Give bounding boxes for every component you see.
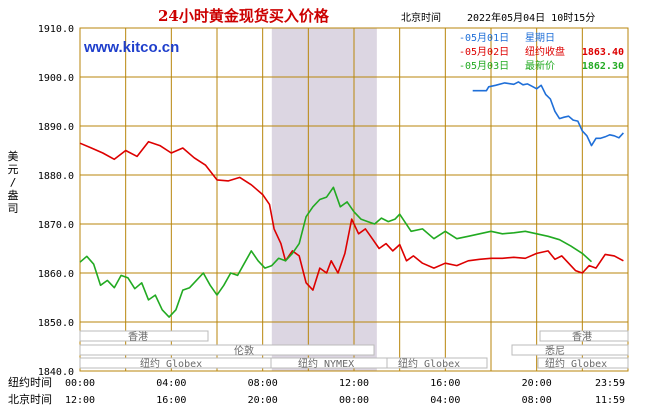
legend-label-2: 最新价 [525,59,555,72]
session-globex-label-2: 纽约 Globex [398,357,460,370]
session-hongkong-bar [79,330,209,342]
legend-date-0: -05月01日 [459,32,509,44]
legend-date-2: -05月03日 [459,60,509,72]
y-axis-label-char-0: 美 [8,150,19,163]
session-hongkong-label-2: 香港 [572,331,592,343]
y-tick-1850: 1850.0 [38,318,74,329]
x-tick-0-6: 23:59 [595,378,625,389]
y-axis-ticks: 1840.0 1850.0 1860.0 1870.0 1880.0 1890.0 1900… [38,24,74,378]
x-tick-1-2: 20:00 [248,395,278,406]
y-tick-1870: 1870.0 [38,220,74,231]
session-hongkong-label: 香港 [128,331,148,343]
y-tick-1900: 1900.0 [38,73,74,84]
x-tick-1-0: 12:00 [65,395,95,406]
x-tick-0-0: 00:00 [65,378,95,389]
series-line-series_0502 [79,140,624,291]
x-axis-rows: 纽约时间 00:00 04:00 08:00 12:00 16:00 20:00 23:59 北… [8,375,625,406]
site-watermark: www.kitco.cn [83,39,179,56]
x-row-label-0: 纽约时间 [8,375,52,389]
legend-date-1: -05月02日 [459,46,509,58]
trading-sessions: 香港 纽约 Globex 伦敦 纽约 NYMEX 纽约 Globex 香港 悉尼… [79,330,629,370]
y-tick-1890: 1890.0 [38,122,74,133]
legend-label-0: 星期日 [525,32,555,44]
y-tick-1840: 1840.0 [38,367,74,378]
y-tick-1910: 1910.0 [38,24,74,35]
session-globex-label-1: 纽约 Globex [140,357,202,370]
y-axis-label: 美元/盎司 [8,150,19,215]
session-nymex-label: 纽约 NYMEX [298,357,354,370]
plot-frame [79,27,629,372]
x-row-label-1: 北京时间 [8,392,52,406]
session-london-label: 伦敦 [234,344,254,357]
x-tick-0-4: 16:00 [430,378,460,389]
y-axis-label-char-4: 司 [8,202,19,215]
legend-label-1: 纽约收盘 [525,45,565,58]
session-hongkong-bar-2 [539,330,629,342]
chart-title: 24小时黄金现货买入价格 [158,7,330,25]
x-tick-0-1: 04:00 [156,378,186,389]
chart-grid [80,27,628,372]
session-globex-bar-2 [386,357,488,369]
x-tick-1-3: 00:00 [339,395,369,406]
session-sydney-label: 悉尼 [545,345,565,357]
x-tick-1-1: 16:00 [156,395,186,406]
nymex-session-band [271,28,377,371]
y-axis-label-char-2: / [10,176,17,189]
legend-value-2: 1862.30 [582,61,624,72]
x-tick-1-5: 08:00 [522,395,552,406]
y-axis-label-char-1: 元 [8,163,19,176]
session-london-bar [79,344,375,356]
y-tick-1880: 1880.0 [38,171,74,182]
x-tick-1-6: 11:59 [595,395,625,406]
session-globex-label-3: 纽约 Globex [545,357,607,370]
price-lines [79,81,624,318]
legend-value-1: 1863.40 [582,47,624,58]
session-sydney-bar [511,344,629,356]
series-line-series_0503 [79,186,593,318]
x-tick-0-3: 12:00 [339,378,369,389]
x-tick-0-5: 20:00 [522,378,552,389]
x-tick-0-2: 08:00 [248,378,278,389]
x-tick-1-4: 04:00 [430,395,460,406]
session-globex-bar-3 [537,357,629,369]
series-line-series_0501 [472,81,624,147]
chart-legend: -05月01日 星期日 -05月02日 纽约收盘 1863.40 -05月03日 最新价 18… [459,32,624,72]
datetime-stamp: 2022年05月04日 10时15分 [467,11,595,24]
y-axis-label-char-3: 盎 [8,188,19,202]
y-tick-1860: 1860.0 [38,269,74,280]
timezone-label: 北京时间 [401,11,441,24]
